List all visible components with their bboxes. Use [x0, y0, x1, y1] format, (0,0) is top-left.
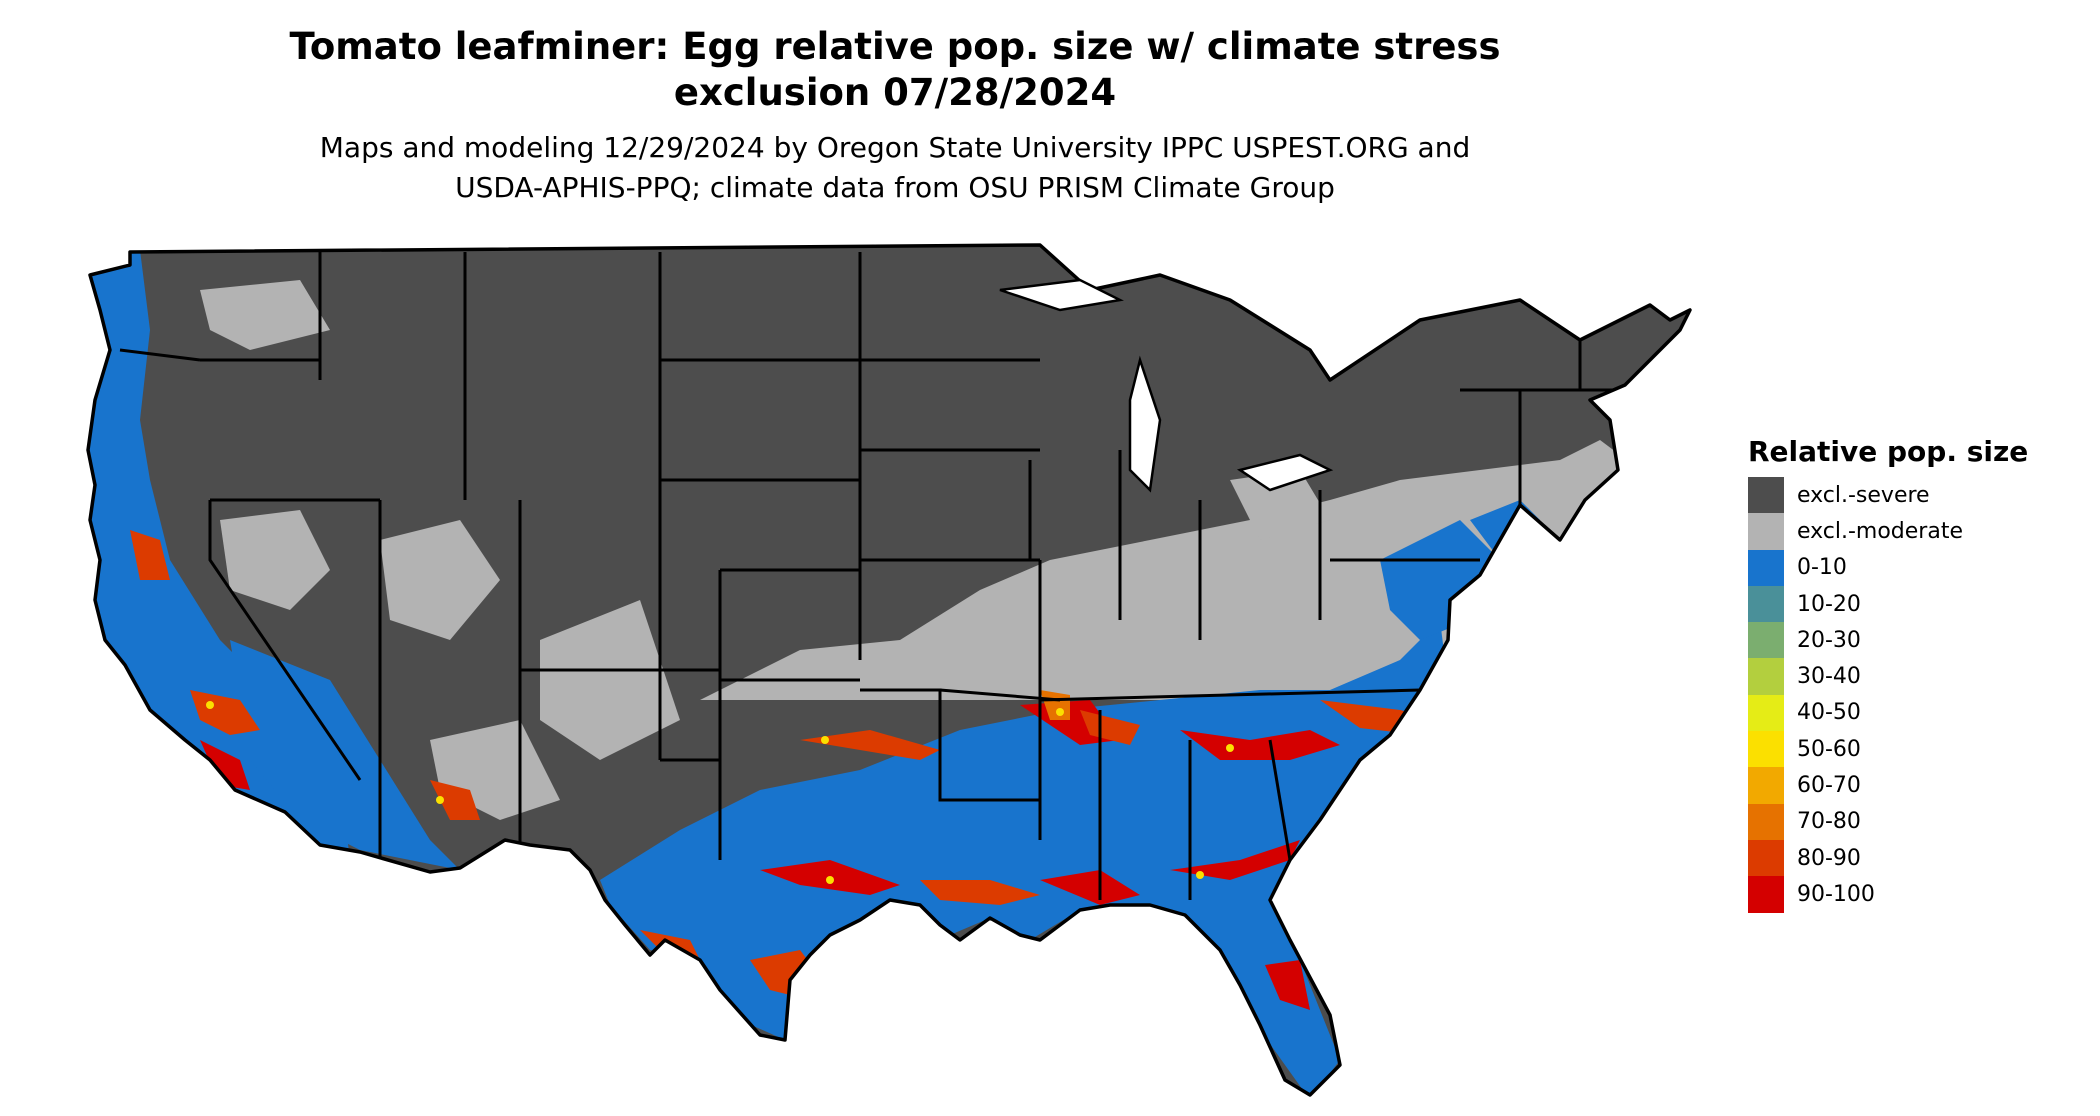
legend-swatch: [1748, 803, 1784, 840]
hotspot-fleck: [1196, 871, 1204, 879]
zone-excl-moderate-sw: [540, 600, 680, 760]
legend-swatch: [1748, 585, 1784, 623]
legend-label: 50-60: [1797, 736, 1861, 762]
zone-0-10-socal: [230, 640, 460, 870]
legend-label: 90-100: [1797, 881, 1875, 907]
legend-item: 60-70: [1748, 767, 2028, 804]
us-outline: [86, 243, 1692, 1097]
legend-swatch: [1748, 513, 1784, 550]
zone-excl-moderate-nw: [200, 280, 330, 350]
us-risk-map: [86, 243, 1692, 1097]
state-boundary: [119, 348, 201, 362]
state-boundary: [1268, 739, 1292, 861]
legend-item: 0-10: [1748, 549, 2028, 586]
hotspot-zone: [200, 740, 250, 790]
legend-item: 70-80: [1748, 803, 2028, 840]
legend-swatch: [1748, 622, 1784, 659]
legend-label: 40-50: [1797, 700, 1861, 726]
hotspot-zone: [1180, 730, 1340, 760]
legend-item: 90-100: [1748, 876, 2028, 913]
lake-erie: [1236, 453, 1334, 492]
legend-item: 10-20: [1748, 585, 2028, 623]
state-boundary: [860, 688, 1040, 802]
map-title: Tomato leafminer: Egg relative pop. size…: [0, 24, 1790, 116]
legend-label: 70-80: [1797, 809, 1861, 835]
hotspot-fleck: [1226, 744, 1234, 752]
hotspot-zone: [920, 880, 1040, 905]
zone-excl-moderate-utah: [380, 520, 500, 640]
hotspot-zone: [430, 780, 480, 820]
legend-label: 60-70: [1797, 773, 1861, 799]
legend-item: 20-30: [1748, 622, 2028, 659]
map-area: [86, 243, 1692, 1097]
map-subtitle-line-2: USDA-APHIS-PPQ; climate data from OSU PR…: [455, 171, 1335, 204]
lake-superior: [999, 278, 1124, 312]
legend-label: 10-20: [1797, 591, 1861, 617]
hotspot-fleck: [1056, 708, 1064, 716]
hotspot-zone: [1080, 710, 1140, 745]
hotspot-fleck: [821, 736, 829, 744]
legend-label: 20-30: [1797, 627, 1861, 653]
legend-items: excl.-severe excl.-moderate 0-10 10-20 20-30…: [1748, 477, 2028, 913]
hotspot-zone: [1040, 870, 1140, 905]
map-title-line-1: Tomato leafminer: Egg relative pop. size…: [289, 25, 1501, 68]
legend-item: 50-60: [1748, 731, 2028, 768]
legend: Relative pop. size excl.-severe excl.-mod…: [1748, 435, 2028, 913]
legend-item: 80-90: [1748, 839, 2028, 877]
hotspot-zone: [1265, 960, 1310, 1010]
legend-label: excl.-severe: [1797, 482, 1930, 508]
hotspot-fleck: [826, 876, 834, 884]
legend-item: excl.-moderate: [1748, 513, 2028, 550]
state-boundary: [208, 500, 362, 781]
lake-michigan: [1128, 355, 1162, 493]
hotspot-fleck: [436, 796, 444, 804]
legend-swatch: [1748, 876, 1784, 913]
legend-title: Relative pop. size: [1748, 435, 2029, 468]
legend-swatch: [1748, 549, 1784, 586]
map-fill-layer: [88, 245, 1690, 1095]
legend-swatch: [1748, 694, 1784, 732]
legend-item: excl.-severe: [1748, 477, 2028, 514]
map-subtitle-line-1: Maps and modeling 12/29/2024 by Oregon S…: [319, 131, 1471, 164]
zone-excl-moderate-east: [700, 440, 1640, 700]
zone-excl-moderate-nevada: [220, 510, 330, 610]
map-subtitle: Maps and modeling 12/29/2024 by Oregon S…: [0, 128, 1790, 208]
map-title-line-2: exclusion 07/28/2024: [673, 71, 1117, 114]
legend-label: 30-40: [1797, 664, 1861, 690]
legend-item: 40-50: [1748, 694, 2028, 732]
legend-swatch: [1748, 767, 1784, 804]
hotspot-zone: [130, 530, 170, 580]
hotspot-zone: [800, 730, 940, 760]
legend-item: 30-40: [1748, 658, 2028, 695]
legend-swatch: [1748, 839, 1784, 877]
legend-label: excl.-moderate: [1797, 518, 1963, 544]
legend-swatch: [1748, 658, 1784, 695]
hotspot-zone: [190, 690, 260, 735]
state-boundary: [1039, 688, 1421, 702]
legend-label: 80-90: [1797, 845, 1861, 871]
zone-excl-moderate-ohio: [1230, 470, 1330, 540]
hotspot-zone: [1170, 840, 1300, 880]
legend-swatch: [1748, 731, 1784, 768]
legend-label: 0-10: [1797, 555, 1847, 581]
hotspot-fleck: [206, 701, 214, 709]
legend-swatch: [1748, 477, 1784, 514]
